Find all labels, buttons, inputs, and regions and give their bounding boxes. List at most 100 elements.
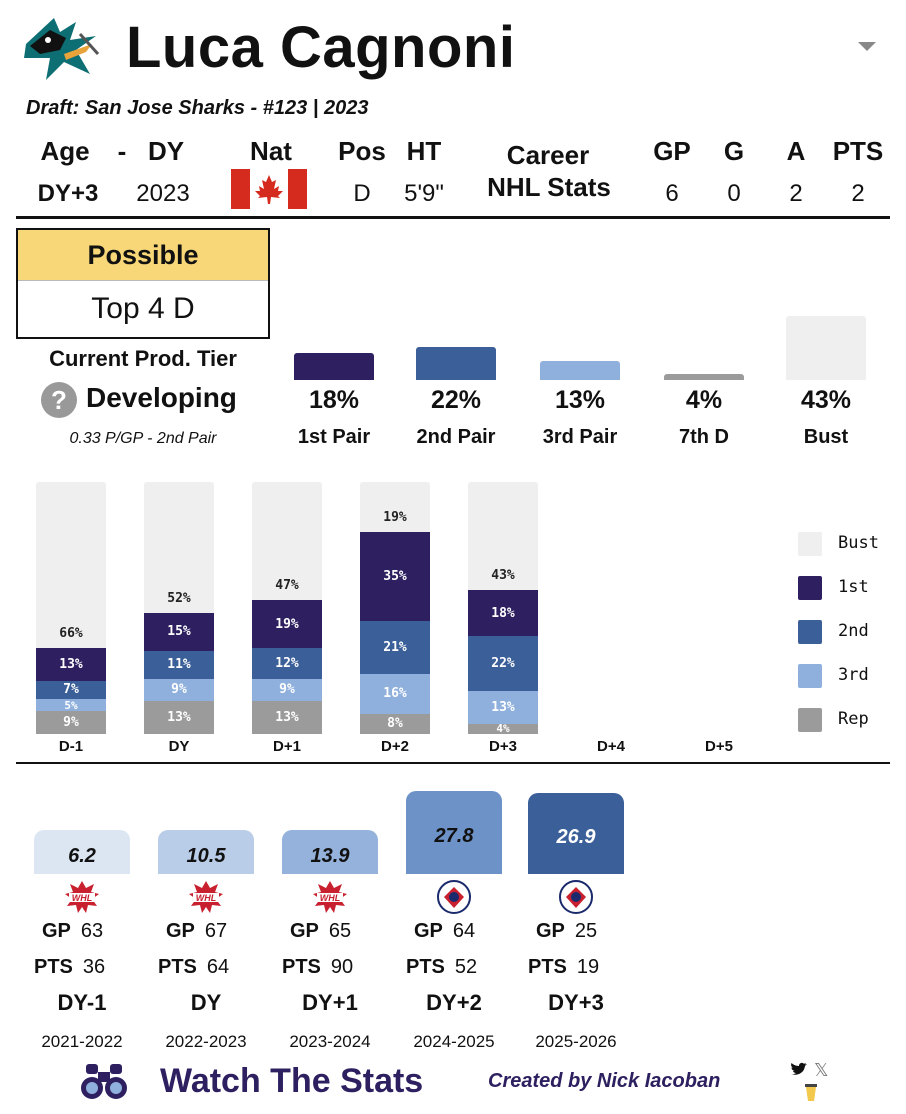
chart-bar-3rd: 9% bbox=[144, 678, 214, 702]
tier-label-0: 1st Pair bbox=[297, 426, 371, 448]
chart-divider bbox=[16, 762, 890, 764]
gp-value: 65 bbox=[328, 920, 352, 942]
team-logo bbox=[20, 14, 102, 86]
chart-bar-2nd: 21% bbox=[360, 620, 430, 674]
pos-value: D bbox=[353, 180, 371, 207]
legend-label-2nd: 2nd bbox=[838, 621, 869, 641]
chart-bust-label: 19% bbox=[383, 510, 407, 526]
svg-text:WHL: WHL bbox=[196, 893, 217, 903]
chart-bar-2nd: 22% bbox=[468, 635, 538, 692]
season-dy-label: DY+1 bbox=[302, 990, 358, 1015]
legend-swatch-2nd bbox=[798, 620, 822, 644]
chart-x-label: D+1 bbox=[273, 738, 301, 755]
career-label: Career bbox=[506, 140, 590, 170]
tier-pct-2: 13% bbox=[554, 386, 606, 414]
career-pts-value: 2 bbox=[851, 180, 865, 207]
chart-bar-2nd: 11% bbox=[144, 650, 214, 679]
season-ppg-value: 6.2 bbox=[68, 844, 96, 867]
x-icon[interactable]: 𝕏 bbox=[814, 1060, 829, 1080]
pts-value: 19 bbox=[576, 956, 600, 978]
whl-logo-icon: WHL bbox=[188, 880, 224, 914]
ht-value: 5'9" bbox=[404, 180, 444, 207]
season-year: 2024-2025 bbox=[413, 1032, 495, 1051]
chart-bar-2nd: 7% bbox=[36, 681, 106, 699]
tier-bar-1 bbox=[416, 347, 496, 380]
chart-x-label: D+3 bbox=[489, 738, 517, 755]
legend-label-rep: Rep bbox=[838, 709, 869, 729]
chart-x-label: D-1 bbox=[58, 738, 84, 755]
season-pts: PTS 64 bbox=[158, 956, 229, 979]
chart-x-label: D+2 bbox=[381, 738, 409, 755]
career-a-header: A bbox=[786, 136, 806, 166]
outcome-header: Possible bbox=[18, 230, 268, 281]
season-year: 2021-2022 bbox=[41, 1032, 123, 1051]
twitter-icon[interactable] bbox=[790, 1062, 808, 1078]
credit: Created by Nick Iacoban bbox=[488, 1070, 721, 1092]
tier-label-1: 2nd Pair bbox=[416, 426, 496, 448]
chart-bar-3rd: 9% bbox=[252, 678, 322, 702]
chart-bar-2nd: 12% bbox=[252, 648, 322, 679]
whl-logo-icon: WHL bbox=[312, 880, 348, 914]
prod-tier-rate: 0.33 P/GP - 2nd Pair bbox=[69, 430, 217, 447]
tier-bar-3 bbox=[664, 374, 744, 380]
outcome-box: Possible Top 4 D bbox=[16, 228, 270, 339]
chart-x-label: DY bbox=[168, 738, 190, 755]
tier-pct-4: 43% bbox=[800, 386, 852, 414]
season-gp: GP 25 bbox=[536, 920, 597, 943]
season-ppg-value: 10.5 bbox=[186, 844, 226, 867]
dy-value: 2023 bbox=[136, 180, 190, 207]
legend-label-bust: Bust bbox=[838, 533, 879, 553]
legend-swatch-bust bbox=[798, 532, 822, 556]
chart-bar-3rd: 13% bbox=[468, 691, 538, 724]
outcome-value: Top 4 D bbox=[91, 292, 195, 325]
pts-label: PTS bbox=[406, 956, 445, 978]
pts-value: 64 bbox=[206, 956, 230, 978]
header-divider bbox=[16, 216, 890, 219]
gp-value: 67 bbox=[204, 920, 228, 942]
chart-x-label: D+4 bbox=[597, 738, 625, 755]
season-pts: PTS 36 bbox=[34, 956, 105, 979]
season-pts: PTS 90 bbox=[282, 956, 353, 979]
question-icon[interactable]: ? bbox=[41, 382, 77, 418]
season-ppg-bar: 10.5 bbox=[158, 830, 254, 874]
pos-header: Pos bbox=[338, 136, 386, 166]
season-year: 2025-2026 bbox=[535, 1032, 617, 1051]
coffee-icon[interactable] bbox=[804, 1082, 818, 1102]
gp-label: GP bbox=[42, 920, 71, 942]
season-ppg-bar: 27.8 bbox=[406, 790, 502, 874]
chevron-down-icon[interactable] bbox=[858, 42, 876, 51]
season-ppg-value: 27.8 bbox=[434, 824, 474, 847]
chart-bar-3rd: 16% bbox=[360, 673, 430, 714]
season-year: 2023-2024 bbox=[289, 1032, 371, 1051]
tier-label-4: Bust bbox=[803, 426, 849, 448]
season-gp: GP 63 bbox=[42, 920, 103, 943]
season-dy-label: DY+2 bbox=[426, 990, 482, 1015]
chart-bar-rep: 9% bbox=[36, 711, 106, 734]
tier-bar-4 bbox=[786, 315, 866, 380]
chart-bar-1st: 35% bbox=[360, 532, 430, 621]
binoculars-icon bbox=[80, 1062, 128, 1102]
season-dy-label: DY-1 bbox=[57, 990, 107, 1015]
age-header: Age bbox=[40, 136, 90, 166]
legend-swatch-rep bbox=[798, 708, 822, 732]
season-gp: GP 67 bbox=[166, 920, 227, 943]
ahl-logo-icon bbox=[558, 880, 594, 914]
nat-header: Nat bbox=[250, 136, 292, 166]
chart-bar-rep: 4% bbox=[468, 723, 538, 734]
pts-value: 90 bbox=[330, 956, 354, 978]
legend-swatch-3rd bbox=[798, 664, 822, 688]
season-ppg-value: 26.9 bbox=[556, 826, 596, 849]
tier-bar-0 bbox=[294, 353, 374, 380]
age-value: DY+3 bbox=[37, 180, 99, 207]
tier-label-2: 3rd Pair bbox=[542, 426, 618, 448]
career-sublabel: NHL Stats bbox=[487, 172, 611, 202]
career-pts-header: PTS bbox=[832, 136, 884, 166]
chart-bar-rep: 8% bbox=[360, 713, 430, 734]
pts-label: PTS bbox=[34, 956, 73, 978]
dash-header: - bbox=[117, 136, 127, 166]
gp-label: GP bbox=[414, 920, 443, 942]
season-year: 2022-2023 bbox=[165, 1032, 247, 1051]
season-ppg-bar: 13.9 bbox=[282, 830, 378, 874]
dy-header: DY bbox=[147, 136, 185, 166]
ht-header: HT bbox=[406, 136, 442, 166]
